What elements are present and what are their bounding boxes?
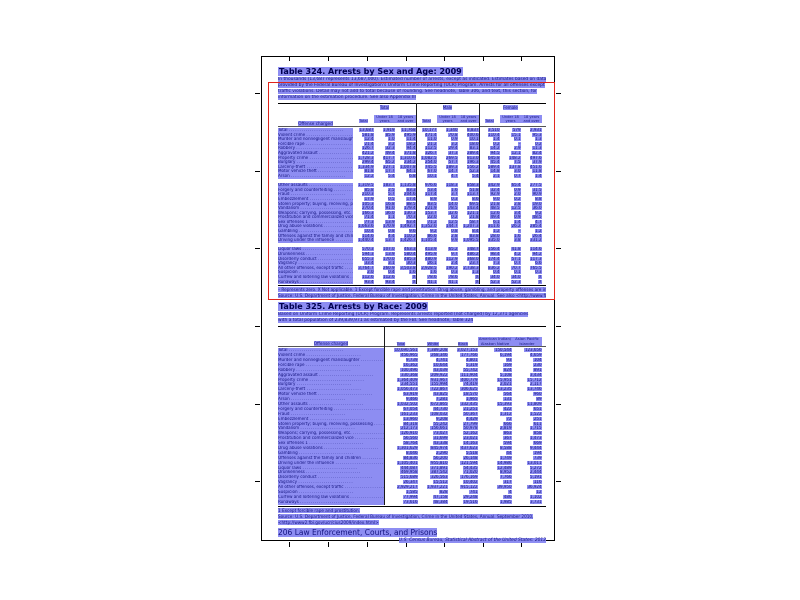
table-row: Fraud 210.3 5.7 204.6 117.4 3.7 113.7 92… — [278, 192, 546, 197]
table-row: Aggravated assault 330,368 209,922 111,9… — [278, 372, 546, 378]
column-divider — [479, 103, 480, 285]
table-row: Sex offenses 1 58,764 43,338 14,163 594 … — [278, 441, 546, 446]
table-row: Vandalism 212,173 156,661 50,978 2,819 1… — [278, 426, 546, 432]
table-row: Liquor laws 570.3 107.0 463.3 413.9 65.2… — [278, 247, 546, 253]
table-row: Arson 12.2 5.4 6.8 10.1 4.7 5.4 2.1 0.7 … — [278, 173, 546, 179]
table-row: Forgery and counterfeiting 85.8 2.5 83.3… — [278, 187, 546, 193]
table-row: Property crime 1,728.3 417.7 1,310.6 1,0… — [278, 155, 546, 161]
table-row: Drunkenness 594.3 13.9 580.4 495.9 9.7 4… — [278, 252, 546, 257]
table325-stub-header: Offense charged — [313, 341, 349, 347]
table-row: Total 10,690,561 7,389,208 3,027,153 150… — [278, 348, 546, 354]
table324-rows: Total 13,687 1,919 11,768 10,177 1,340 8… — [278, 126, 546, 285]
table324-source: Source: U.S. Department of Justice, Fede… — [278, 293, 546, 299]
table-row: Forcible rape 16,362 10,644 5,319 169 23… — [278, 362, 546, 368]
page-footer-section: 206 Law Enforcement, Courts, and Prisons — [278, 527, 438, 537]
table324-group-total: Total Total Under 18 years 18 years and … — [353, 104, 416, 126]
table-324: Offense charged Total Total Under 18 yea… — [278, 103, 546, 285]
table-row: Driving under the influence 1,440.4 13.7… — [278, 238, 546, 243]
table-row: Weapons; carrying, possessing, etc. 126,… — [278, 431, 546, 437]
table-row: Other assaults 1,032,502 672,865 332,435… — [278, 401, 546, 407]
table-row: Burglary 234,551 155,994 74,419 2,021 2,… — [278, 382, 546, 388]
table-row: Arson 9,466 7,281 1,965 131 89 — [278, 397, 546, 402]
table-row: Runaways 73,616 48,384 19,516 1,985 3,73… — [278, 499, 546, 505]
table-row: Murder and nonnegligent manslaughter 9,7… — [278, 357, 546, 363]
table-row: Property crime 1,364,409 931,967 400,779… — [278, 377, 546, 383]
page-content: Table 324. Arrests by Sex and Age: 2009 … — [278, 67, 546, 544]
table324-headnote: In thousands (13,687 represents 13,687,0… — [278, 77, 546, 100]
table-row: All other offenses, except traffic 3,764… — [278, 265, 546, 271]
table-row: Gambling 8,046 2,290 5,518 44 194 — [278, 450, 546, 456]
table-row: Robbery 126.7 32.3 94.4 112.5 29.4 83.1 … — [278, 146, 546, 151]
table-row: Gambling 10.4 0.8 9.6 9.2 0.8 8.4 1.2 – … — [278, 229, 546, 234]
table-row: All other offenses, except traffic 2,929… — [278, 485, 546, 491]
table-row: Vagrancy 26,347 15,512 10,402 317 116 — [278, 480, 546, 486]
table-row: Embezzlement 17.9 0.5 17.4 8.9 0.3 8.6 9… — [278, 196, 546, 202]
document-page: Table 324. Arrests by Sex and Age: 2009 … — [255, 56, 561, 547]
table-row: Burglary 299.4 65.2 234.2 254.0 57.7 196… — [278, 160, 546, 165]
table-row: Suspicion 1,585 828 741 4 12 — [278, 490, 546, 495]
table-row: Sex offenses 1 77.3 13.9 63.4 71.2 12.5 … — [278, 219, 546, 225]
table-row: Curfew and loitering law violations 112.… — [278, 275, 546, 280]
table325-rows: Total 10,690,561 7,389,208 3,027,153 150… — [278, 346, 546, 505]
table-row: Embezzlement 13,960 9,208 4,429 72 251 — [278, 416, 546, 422]
table-row: Drug abuse violations 1,663.6 170.9 1,49… — [278, 224, 546, 230]
table-row: Motor vehicle theft 81.8 17.7 64.1 67.0 … — [278, 169, 546, 174]
table-row: Suspicion 2.0 0.4 1.6 1.6 0.3 1.3 0.4 0.… — [278, 270, 546, 275]
table-row: Vagrancy 33.4 3.1 30.3 26.1 2.4 23.7 7.3… — [278, 261, 546, 266]
table-row: Aggravated assault 421.2 49.4 371.8 326.… — [278, 150, 546, 156]
table-row: Violent crime 456,965 268,346 177,766 6,… — [278, 353, 546, 358]
table-row: Stolen property; buying, receiving, poss… — [278, 421, 546, 427]
table324-title: Table 324. Arrests by Sex and Age: 2009 — [278, 67, 463, 76]
table-row: Vandalism 270.4 91.0 179.4 221.9 78.5 14… — [278, 206, 546, 211]
table-row: Liquor laws 444,087 371,891 54,435 12,48… — [278, 465, 546, 471]
table324-group-female: Female Total Under 18 years 18 years and… — [479, 104, 542, 126]
table-row: Violent crime 581.8 85.9 495.9 471.4 70.… — [278, 132, 546, 138]
table-row: Stolen property; buying, receiving, poss… — [278, 201, 546, 207]
table-row: Driving under the influence 1,105,401 95… — [278, 460, 546, 466]
table-row: Runaways 93.4 93.4 X 41.1 41.1 X 52.3 52… — [278, 279, 546, 285]
table-row: Weapons; carrying, possessing, etc. 166.… — [278, 210, 546, 216]
table325-headnote: Based on Uniform Crime Reporting (UCR) P… — [278, 312, 529, 324]
table-325: Offense charged Total White Black Americ… — [278, 326, 546, 505]
table-row: Offenses against the family and children… — [278, 455, 546, 461]
table-row: Drunkenness 469,958 387,542 71,020 8,952… — [278, 470, 546, 476]
table325-title: Table 325. Arrests by Race: 2009 — [278, 302, 429, 312]
table-row: Murder and nonnegligent manslaughter 12.… — [278, 137, 546, 142]
table-row: Larceny-theft 1,334.9 327.1 1,007.8 745.… — [278, 164, 546, 170]
table-row: Other assaults 1,319.5 183.7 1,135.8 976… — [278, 183, 546, 188]
table-row: Motor vehicle theft 63,919 43,825 18,570… — [278, 392, 546, 398]
table325-source: Source: U.S. Department of Justice, Fede… — [278, 513, 534, 525]
table-row: Drug abuse violations 1,301,629 845,974 … — [278, 446, 546, 451]
table-row: Offenses against the family and children… — [278, 233, 546, 239]
table324-footnote: – Represents zero. X Not applicable. 1 E… — [278, 285, 546, 293]
table-row: Prostitution and commercialized vice 56,… — [278, 436, 546, 442]
table325-footnote: 1 Except forcible rape and prostitution. — [278, 505, 546, 513]
table-row: Forcible rape 21.4 3.2 18.2 21.2 3.2 18.… — [278, 141, 546, 147]
table-row: Total 13,687 1,919 11,768 10,177 1,340 8… — [278, 128, 546, 133]
table-row: Robbery 100,496 43,039 55,742 824 891 — [278, 367, 546, 373]
table324-group-male: Male Total Under 18 years 18 years and o… — [416, 104, 479, 126]
table-row: Forgery and counterfeiting 67,054 44,730… — [278, 406, 546, 412]
table-row: Disorderly conduct 515,689 326,563 176,1… — [278, 475, 546, 481]
page-footer-credit: U.S. Census Bureau, Statistical Abstract… — [399, 537, 546, 543]
table324-stub-header: Offense charged — [298, 121, 333, 126]
table-row: Fraud 161,233 108,032 50,367 1,312 1,522 — [278, 411, 546, 417]
column-divider — [416, 103, 417, 285]
column-divider — [384, 326, 385, 505]
table-row: Prostitution and commercialized vice 71.… — [278, 215, 546, 220]
table-row: Larceny-theft 1,056,473 722,867 306,625 … — [278, 387, 546, 393]
table-row: Disorderly conduct 655.3 170.0 485.3 480… — [278, 256, 546, 262]
table-row: Curfew and loitering law violations 77,9… — [278, 494, 546, 500]
